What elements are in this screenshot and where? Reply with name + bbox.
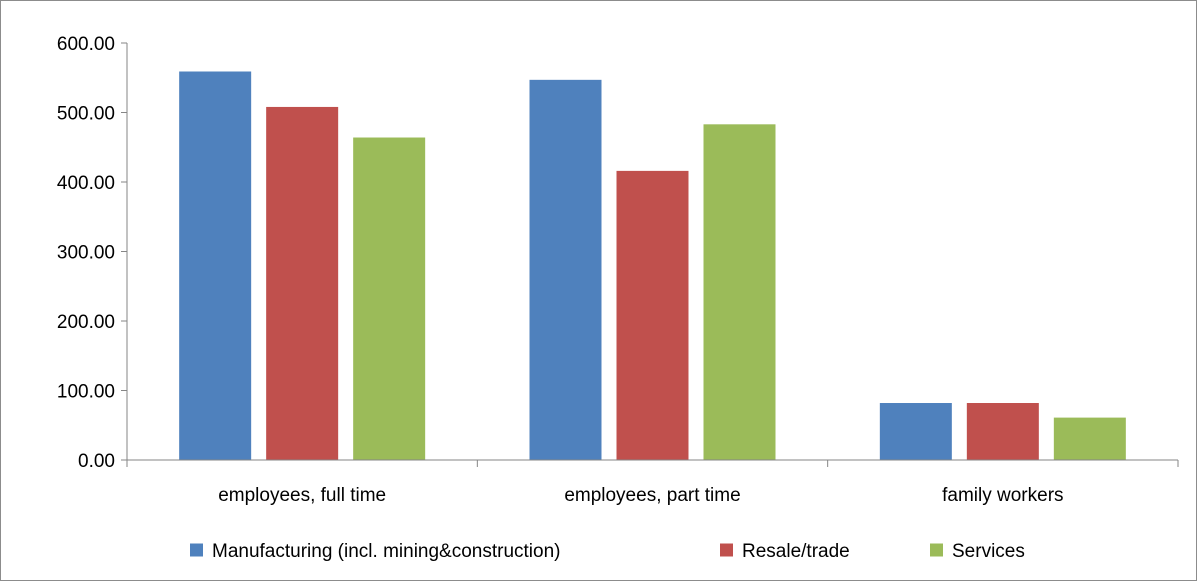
x-tick-label: employees, part time [564,485,740,506]
y-tick-label: 300.00 [57,243,115,264]
y-tick-label: 0.00 [78,451,115,472]
bar [1053,417,1126,460]
x-axis: employees, full time employees, part time… [126,459,1179,506]
x-tick-label: employees, full time [218,485,386,506]
bar [879,403,952,460]
y-tick-label: 100.00 [57,382,115,403]
y-tick-label: 400.00 [57,173,115,194]
bar [966,403,1039,460]
bar [529,79,602,461]
plot-area [179,71,1126,461]
bar [616,170,689,460]
legend-swatch [930,543,943,557]
y-tick-label: 600.00 [57,34,115,55]
bar [353,137,426,460]
bar [179,71,252,461]
x-tick-label: family workers [942,485,1063,506]
legend: Manufacturing (incl. mining&construction… [190,541,1025,562]
y-tick-label: 500.00 [57,104,115,125]
y-tick-label: 200.00 [57,312,115,333]
legend-swatch [720,543,733,557]
legend-swatch [190,543,203,557]
bar [703,124,776,460]
y-axis: 0.00 100.00 200.00 300.00 400.00 500.00 600.00 [57,34,128,472]
legend-label: Manufacturing (incl. mining&construction… [212,541,561,562]
legend-label: Services [952,541,1025,562]
bar [266,106,339,460]
legend-label: Resale/trade [742,541,850,562]
